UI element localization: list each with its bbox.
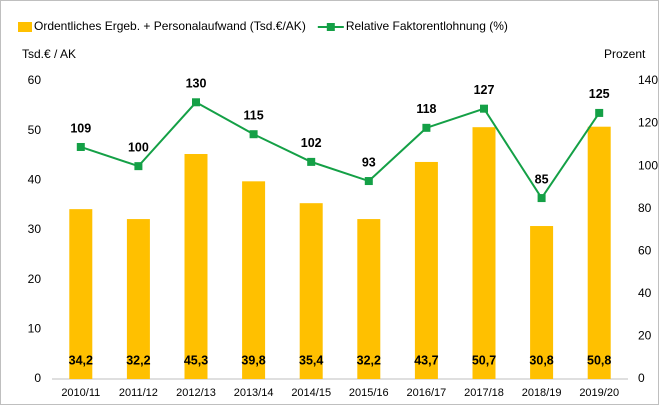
x-tick-label: 2010/11 xyxy=(61,387,100,399)
y2-tick-label: 120 xyxy=(638,116,658,130)
x-tick-label: 2017/18 xyxy=(464,387,504,399)
x-tick-label: 2019/20 xyxy=(579,387,619,399)
line-value-label: 118 xyxy=(416,102,436,116)
bar-value-label: 43,7 xyxy=(414,353,438,367)
line-value-label: 125 xyxy=(589,87,610,101)
legend-marker xyxy=(326,23,335,31)
bar xyxy=(472,127,496,379)
bar-value-label: 50,7 xyxy=(472,353,496,367)
x-tick-label: 2012/13 xyxy=(176,387,216,399)
bar-value-label: 39,8 xyxy=(241,353,265,367)
x-tick-label: 2011/12 xyxy=(119,387,158,399)
bar-value-label: 45,3 xyxy=(184,353,208,367)
legend-label: Relative Faktorentlohnung (%) xyxy=(346,19,508,33)
bar xyxy=(587,126,611,380)
bar-value-label: 34,2 xyxy=(69,353,93,367)
line-value-label: 102 xyxy=(301,136,322,150)
line-marker xyxy=(249,130,258,139)
line-marker xyxy=(422,123,431,132)
legend-label: Ordentliches Ergeb. + Personalaufwand (T… xyxy=(34,19,306,33)
bar xyxy=(530,226,554,379)
bar xyxy=(357,219,381,379)
bar xyxy=(184,154,208,379)
y-tick-label: 30 xyxy=(28,222,42,236)
line-value-label: 115 xyxy=(244,109,264,123)
line xyxy=(80,101,601,200)
y2-axis-label: Prozent xyxy=(604,47,646,61)
line-marker xyxy=(364,177,373,186)
line-marker xyxy=(480,104,488,113)
line-marker xyxy=(537,194,546,203)
bar-value-label: 32,2 xyxy=(126,353,150,367)
line-value-label: 85 xyxy=(535,172,549,186)
line-marker xyxy=(134,162,143,171)
y-tick-label: 20 xyxy=(28,272,42,286)
bar-value-label: 32,2 xyxy=(357,353,381,367)
x-tick-label: 2014/15 xyxy=(291,387,331,399)
x-tick-label: 2015/16 xyxy=(349,387,389,399)
y-tick-label: 0 xyxy=(34,371,41,385)
line-marker xyxy=(595,108,604,117)
bar xyxy=(126,219,150,379)
x-tick-label: 2016/17 xyxy=(407,387,447,399)
bar-value-label: 30,8 xyxy=(529,353,553,367)
bar xyxy=(299,203,323,379)
y2-tick-label: 40 xyxy=(638,286,652,300)
bar-value-label: 35,4 xyxy=(299,353,323,367)
line-value-label: 109 xyxy=(70,121,91,135)
x-tick-label: 2013/14 xyxy=(234,387,274,399)
y2-tick-label: 60 xyxy=(638,243,652,257)
line-value-label: 100 xyxy=(128,140,149,154)
line-marker xyxy=(192,98,200,107)
line-value-label: 130 xyxy=(186,77,207,91)
line-marker xyxy=(76,142,85,151)
bar xyxy=(69,209,93,379)
line-value-label: 127 xyxy=(474,83,495,97)
y2-tick-label: 100 xyxy=(638,158,658,172)
y-axis-label: Tsd.€ / AK xyxy=(22,47,76,61)
x-tick-label: 2018/19 xyxy=(522,387,562,399)
y-tick-label: 60 xyxy=(28,73,42,87)
y-tick-label: 10 xyxy=(28,322,42,336)
y-tick-label: 40 xyxy=(28,173,42,187)
y2-tick-label: 20 xyxy=(638,329,652,343)
y-tick-label: 50 xyxy=(28,123,42,137)
legend-swatch xyxy=(18,22,32,32)
bar-value-label: 50,8 xyxy=(587,353,611,367)
y2-tick-label: 140 xyxy=(638,73,658,87)
line-value-label: 93 xyxy=(362,155,376,169)
line-marker xyxy=(307,157,316,166)
bar xyxy=(242,181,266,379)
bar xyxy=(414,161,438,379)
y2-tick-label: 80 xyxy=(638,201,652,215)
y2-tick-label: 0 xyxy=(638,371,645,385)
